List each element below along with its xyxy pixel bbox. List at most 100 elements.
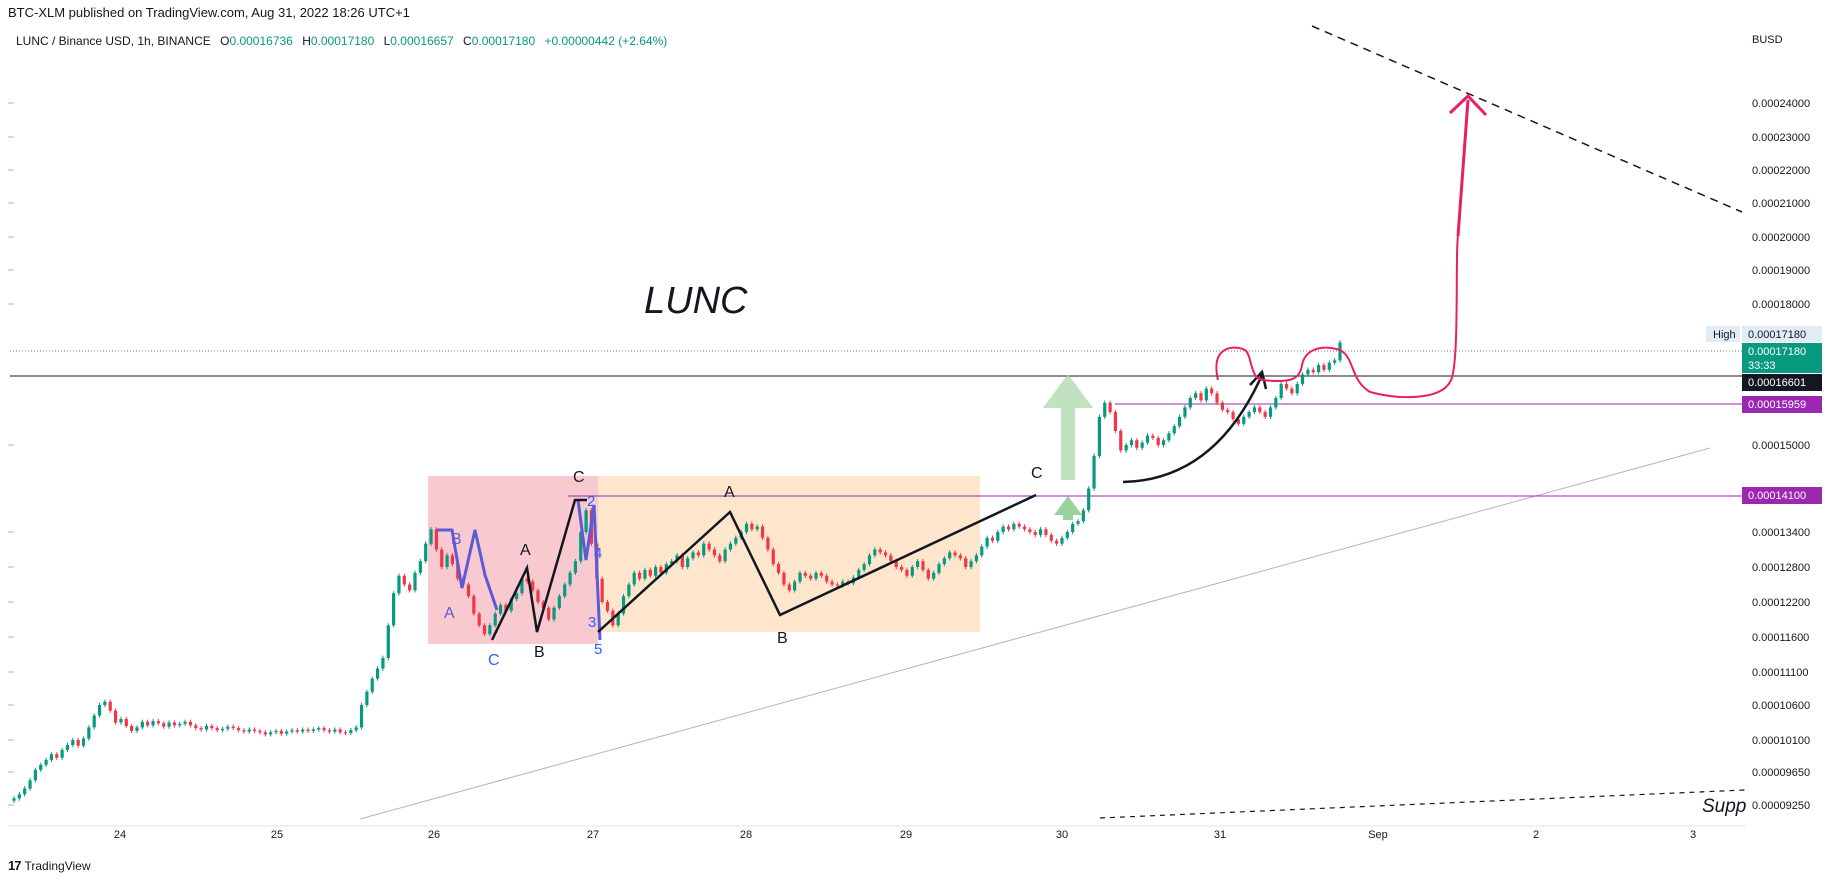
candle-body[interactable] [1322,365,1326,370]
wave-blue[interactable] [437,528,499,611]
candle-body[interactable] [418,561,422,573]
candle-body[interactable] [97,705,102,716]
candle-body[interactable] [734,537,738,544]
candle-body[interactable] [1103,402,1107,417]
candle-body[interactable] [520,578,524,594]
candle-body[interactable] [370,678,374,692]
candle-body[interactable] [71,740,75,745]
candle-body[interactable] [707,543,711,550]
candle-body[interactable] [916,561,920,567]
candle-body[interactable] [188,721,193,726]
candle-body[interactable] [375,668,380,679]
candle-body[interactable] [648,569,652,576]
candle-body[interactable] [809,575,813,579]
candle-body[interactable] [215,728,219,731]
candle-body[interactable] [531,581,535,591]
candle-body[interactable] [1156,437,1160,445]
candle-body[interactable] [408,584,412,591]
candle-body[interactable] [220,728,225,731]
candle-body[interactable] [1199,393,1203,401]
candle-body[interactable] [343,732,348,734]
candle-body[interactable] [1327,362,1331,370]
candle-body[interactable] [889,555,893,562]
candle-body[interactable] [424,543,428,562]
candle-body[interactable] [434,529,438,550]
candle-body[interactable] [793,581,797,591]
candle-body[interactable] [712,549,717,556]
candle-body[interactable] [905,569,909,576]
candle-body[interactable] [584,510,588,532]
candle-body[interactable] [1215,393,1219,403]
candle-body[interactable] [354,727,358,731]
support-dashed-line[interactable] [1099,789,1746,819]
candle-body[interactable] [17,794,21,799]
candle-body[interactable] [932,572,936,579]
candle-body[interactable] [1188,398,1192,408]
candle-body[interactable] [445,555,449,567]
candle-body[interactable] [547,607,551,620]
candle-body[interactable] [392,593,396,626]
resistance-dashed-line[interactable] [1311,25,1743,213]
candle-body[interactable] [579,532,583,562]
candle-body[interactable] [1311,369,1315,373]
candle-body[interactable] [514,593,519,600]
candle-body[interactable] [493,613,497,626]
candle-body[interactable] [552,607,556,620]
candle-body[interactable] [760,526,765,538]
candle-body[interactable] [472,596,476,614]
candle-body[interactable] [135,727,139,731]
candle-body[interactable] [306,729,310,731]
zigzag-1[interactable] [490,498,587,641]
candle-body[interactable] [1161,440,1166,445]
candle-body[interactable] [199,728,203,730]
candle-body[interactable] [616,613,620,626]
candle-body[interactable] [1263,412,1267,417]
candle-body[interactable] [718,555,722,562]
candle-body[interactable] [1333,360,1337,363]
candle-body[interactable] [290,730,294,732]
candle-body[interactable] [605,602,610,611]
candle-body[interactable] [1172,426,1176,434]
candle-body[interactable] [236,728,241,731]
candle-body[interactable] [311,729,316,731]
candle-body[interactable] [1038,529,1043,535]
candle-body[interactable] [910,567,914,576]
candle-body[interactable] [33,769,37,781]
candle-body[interactable] [87,727,91,739]
candle-body[interactable] [1252,407,1257,413]
candle-body[interactable] [23,788,27,795]
candle-body[interactable] [787,584,791,591]
candle-body[interactable] [242,730,246,732]
candle-body[interactable] [621,596,626,614]
candle-body[interactable] [1220,402,1224,410]
candle-body[interactable] [151,721,155,726]
candle-body[interactable] [568,572,572,585]
candle-body[interactable] [798,572,802,582]
candle-body[interactable] [210,726,214,729]
candle-body[interactable] [130,726,134,731]
candle-body[interactable] [1006,526,1011,530]
candle-body[interactable] [1258,407,1262,413]
candle-body[interactable] [1268,407,1273,417]
candle-body[interactable] [894,561,898,567]
candle-body[interactable] [60,749,64,758]
candle-body[interactable] [103,701,107,705]
candle-body[interactable] [841,581,845,586]
candle-body[interactable] [178,723,182,726]
candle-body[interactable] [1028,529,1032,532]
candle-body[interactable] [274,730,278,733]
candle-body[interactable] [162,723,166,727]
candle-body[interactable] [835,584,840,586]
candle-body[interactable] [1145,435,1150,443]
candle-body[interactable] [1226,409,1230,413]
candle-body[interactable] [969,561,973,567]
candle-body[interactable] [269,732,273,735]
candle-body[interactable] [301,729,305,732]
zigzag-2[interactable] [597,493,1037,633]
candle-body[interactable] [285,731,289,734]
candle-body[interactable] [279,730,283,734]
candle-body[interactable] [124,719,128,726]
candle-body[interactable] [1284,383,1289,389]
candle-body[interactable] [1087,488,1091,511]
